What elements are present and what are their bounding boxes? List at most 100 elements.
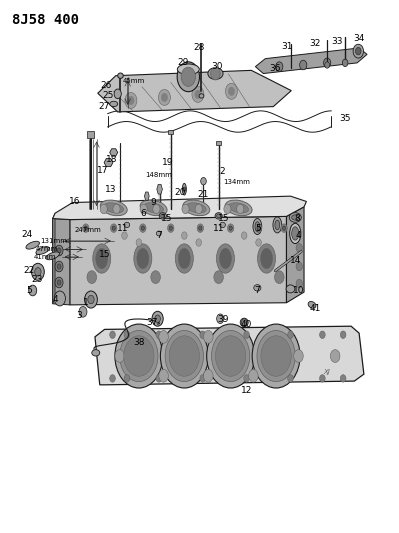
Circle shape [207, 324, 255, 388]
Text: 7: 7 [255, 286, 260, 295]
Ellipse shape [124, 222, 130, 228]
Circle shape [100, 204, 107, 214]
Circle shape [125, 93, 137, 109]
Circle shape [182, 204, 189, 214]
Circle shape [300, 60, 307, 70]
Circle shape [197, 224, 203, 232]
Circle shape [320, 331, 325, 338]
Ellipse shape [258, 244, 276, 273]
Circle shape [183, 187, 186, 191]
Circle shape [79, 306, 87, 317]
Ellipse shape [290, 223, 301, 244]
Text: 32: 32 [310, 39, 321, 48]
Text: 247mm: 247mm [74, 227, 101, 233]
Ellipse shape [92, 350, 100, 356]
Circle shape [196, 239, 201, 246]
Circle shape [122, 232, 127, 239]
Ellipse shape [215, 213, 222, 219]
Circle shape [112, 226, 115, 230]
Ellipse shape [177, 64, 199, 75]
Polygon shape [98, 70, 291, 112]
Text: 27: 27 [99, 102, 110, 111]
Text: 1: 1 [83, 298, 89, 307]
Circle shape [249, 369, 258, 382]
Ellipse shape [134, 244, 152, 273]
Ellipse shape [26, 241, 40, 249]
Circle shape [228, 87, 235, 95]
Circle shape [241, 232, 247, 239]
Text: 14: 14 [290, 256, 301, 264]
Circle shape [165, 330, 203, 382]
Circle shape [320, 375, 325, 382]
Ellipse shape [144, 203, 164, 213]
Ellipse shape [182, 183, 186, 195]
Text: 45mm: 45mm [122, 78, 145, 84]
Text: 41mm: 41mm [34, 254, 56, 260]
Ellipse shape [176, 244, 193, 273]
Circle shape [330, 350, 340, 362]
Circle shape [252, 324, 300, 388]
Text: 35: 35 [340, 114, 351, 123]
Text: 8J58 400: 8J58 400 [12, 13, 79, 27]
Ellipse shape [36, 247, 49, 254]
Ellipse shape [104, 203, 124, 213]
Circle shape [141, 226, 144, 230]
Text: 39: 39 [217, 316, 228, 324]
Circle shape [124, 375, 130, 382]
Circle shape [217, 314, 224, 324]
Text: 15: 15 [99, 251, 110, 259]
Text: 25: 25 [102, 92, 113, 100]
Polygon shape [95, 326, 364, 385]
Circle shape [87, 271, 97, 284]
Ellipse shape [137, 248, 149, 269]
Text: 19: 19 [162, 158, 173, 167]
Ellipse shape [254, 285, 261, 291]
Circle shape [181, 67, 196, 86]
Text: 41: 41 [310, 304, 321, 312]
Circle shape [140, 224, 146, 232]
Ellipse shape [253, 219, 262, 235]
Ellipse shape [216, 244, 234, 273]
Ellipse shape [225, 200, 252, 216]
Circle shape [120, 330, 158, 382]
Text: 47mm: 47mm [36, 246, 58, 253]
Text: 36: 36 [270, 64, 281, 72]
Circle shape [192, 86, 204, 102]
Text: 131mm: 131mm [40, 238, 67, 244]
Text: XJ: XJ [323, 369, 330, 375]
Circle shape [288, 375, 293, 382]
Text: 4: 4 [52, 295, 58, 304]
Text: 16: 16 [69, 197, 81, 206]
Circle shape [153, 204, 160, 214]
Ellipse shape [292, 215, 299, 220]
Circle shape [296, 279, 302, 288]
Polygon shape [53, 219, 70, 305]
Circle shape [215, 336, 246, 376]
Text: 29: 29 [178, 59, 189, 67]
Circle shape [255, 224, 262, 232]
Text: 2: 2 [220, 167, 225, 176]
Circle shape [201, 177, 206, 185]
Circle shape [57, 264, 61, 269]
Circle shape [224, 204, 231, 214]
Ellipse shape [240, 318, 248, 327]
Ellipse shape [183, 200, 210, 216]
Circle shape [296, 262, 302, 271]
Text: 134mm: 134mm [223, 179, 250, 185]
Polygon shape [144, 192, 149, 200]
Circle shape [110, 375, 115, 382]
Ellipse shape [286, 285, 295, 293]
Text: 5: 5 [256, 224, 261, 232]
Ellipse shape [140, 200, 167, 216]
Circle shape [84, 226, 87, 230]
Ellipse shape [46, 252, 59, 260]
Circle shape [115, 324, 163, 388]
Ellipse shape [159, 213, 166, 219]
Circle shape [140, 204, 147, 214]
Ellipse shape [255, 222, 260, 231]
Circle shape [203, 330, 213, 343]
Circle shape [294, 350, 303, 362]
Circle shape [282, 226, 286, 230]
Text: 40: 40 [241, 320, 252, 328]
Text: 6: 6 [141, 209, 146, 217]
